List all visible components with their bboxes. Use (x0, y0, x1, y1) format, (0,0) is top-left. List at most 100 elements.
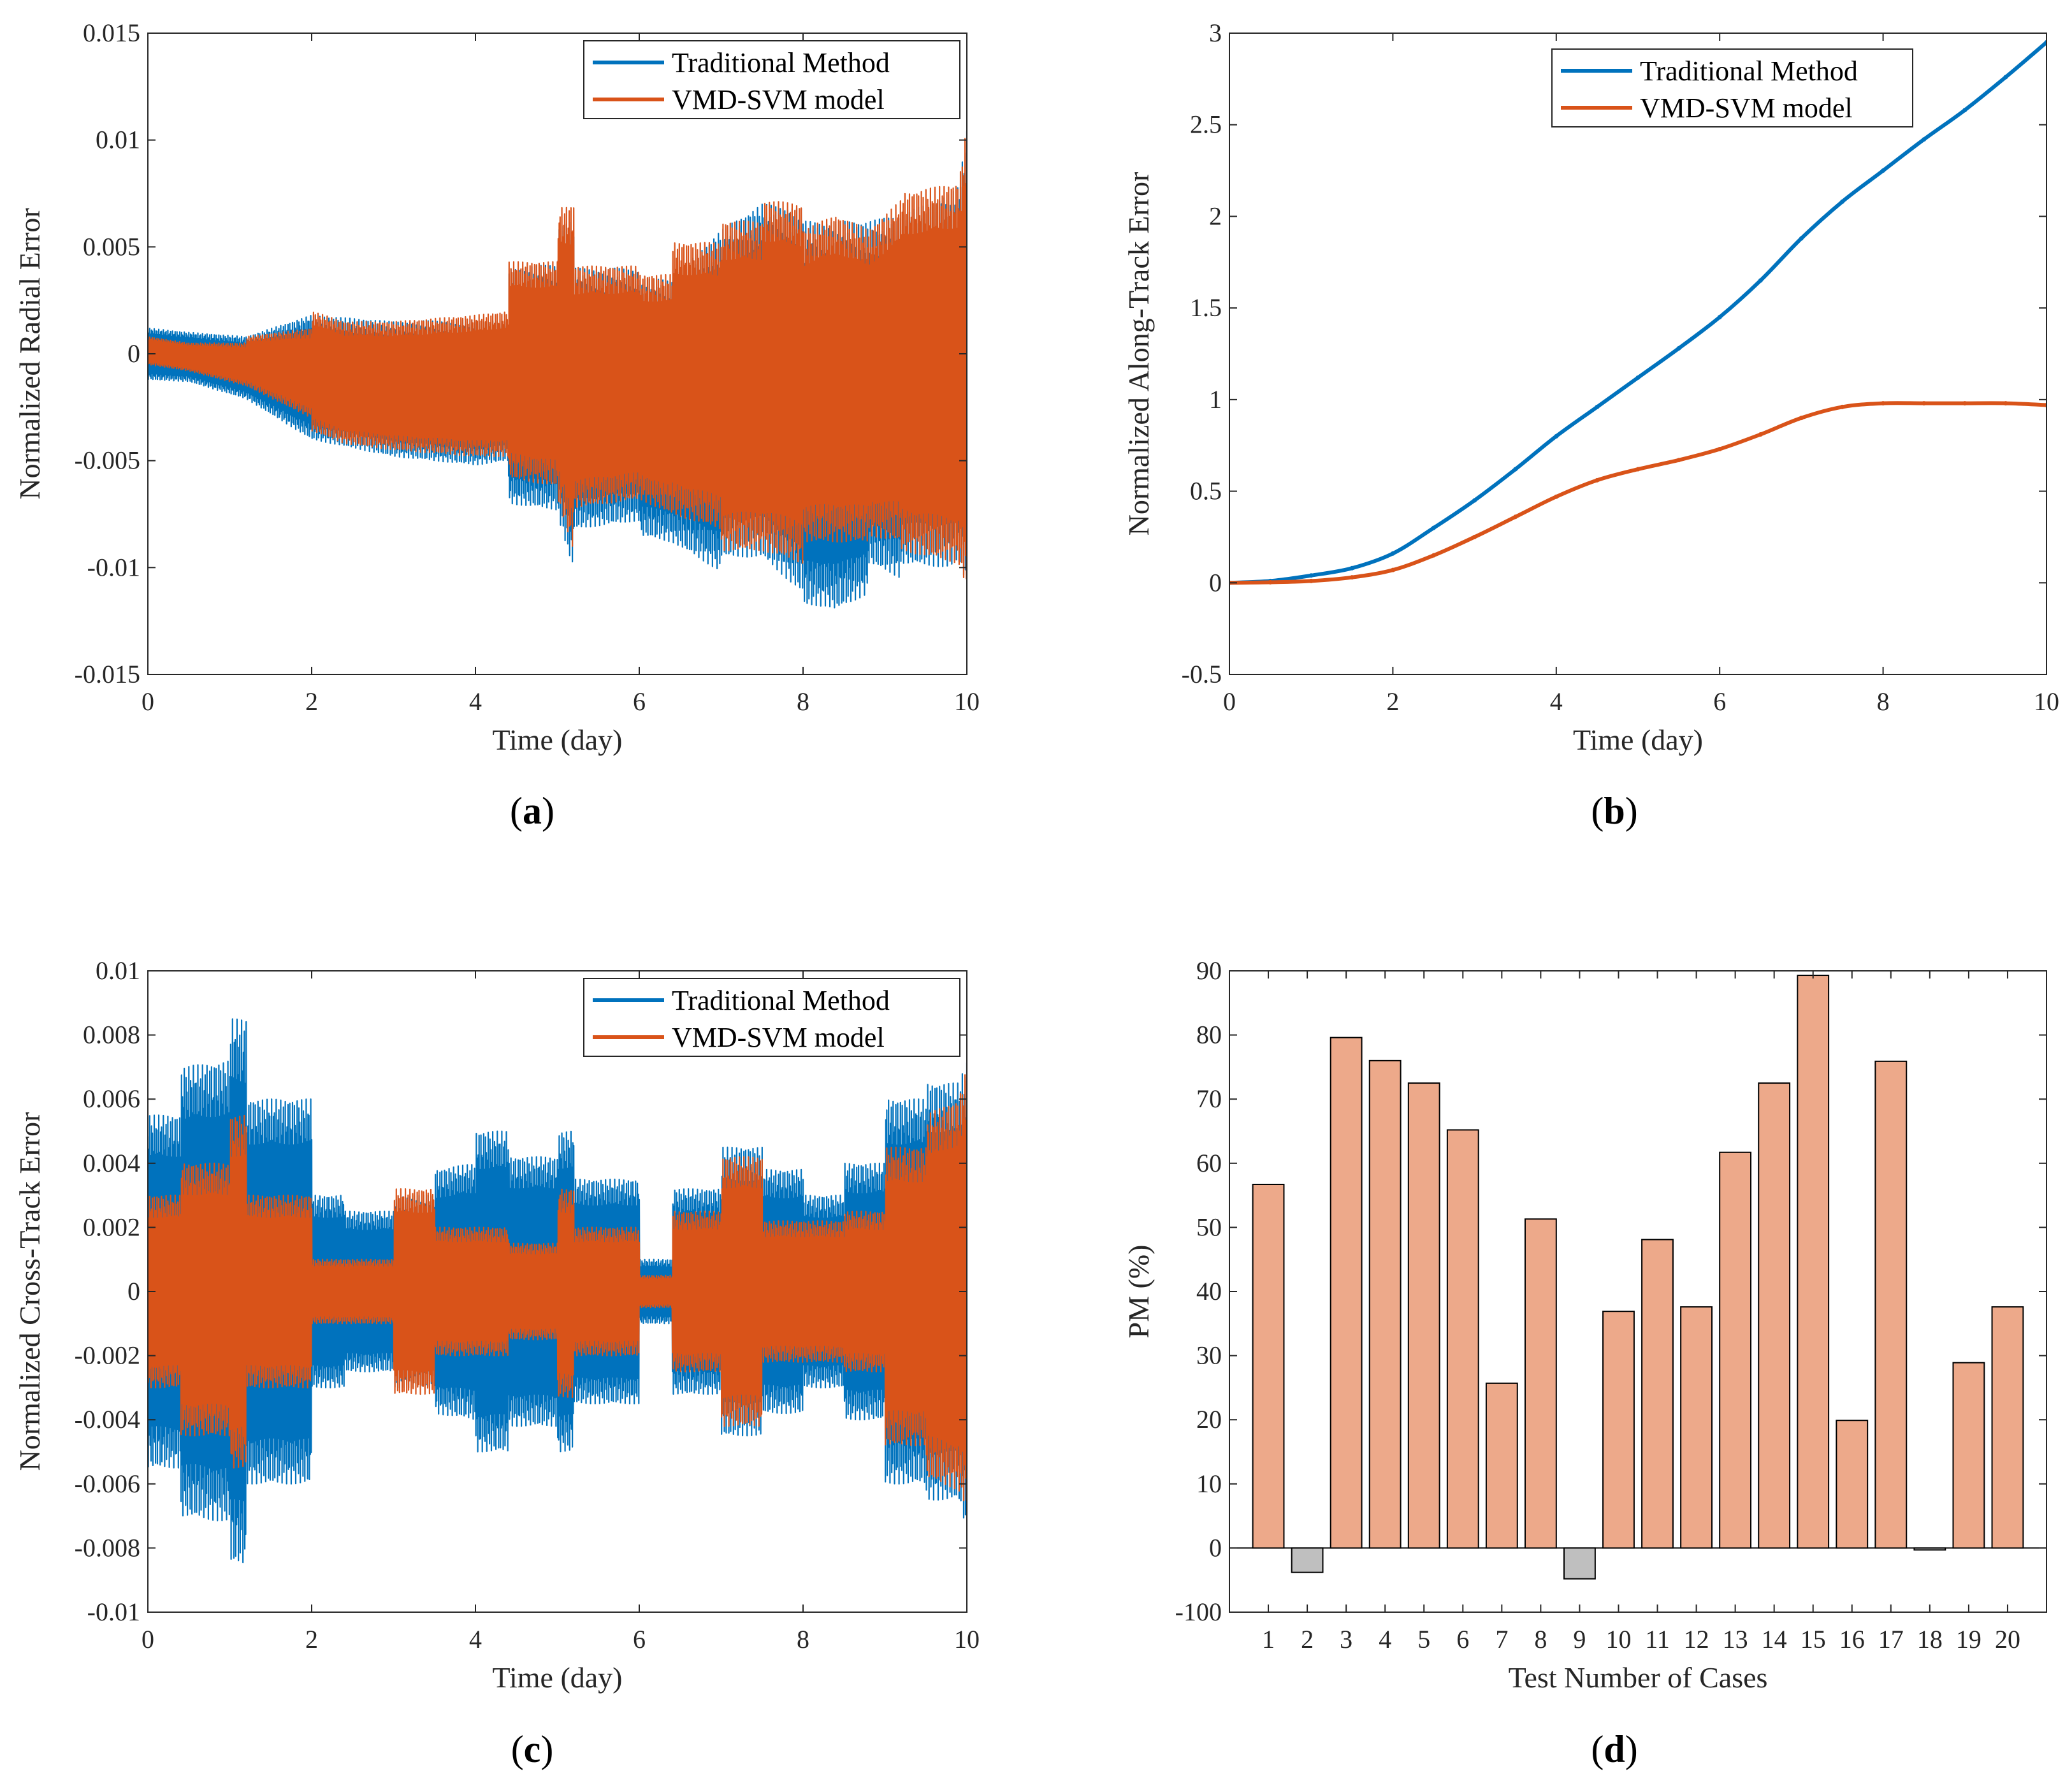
bar-case-14 (1758, 1082, 1791, 1549)
series-vmd-svm-model-point (1349, 575, 1354, 580)
x-tick-label: 1 (1262, 1625, 1275, 1654)
legend-label: Traditional Method (672, 47, 890, 78)
panel-a: -0.015 -0.01 -0.005 0 0.005 0.01 0.015 0 2 4 6 8 10 T… (13, 18, 980, 832)
y-axis-label: Normalized Along-Track Error (1122, 172, 1155, 536)
y-tick-label: 20 (1196, 1405, 1222, 1434)
series-vmd-svm-model-point (1472, 534, 1477, 539)
bar-case-3 (1329, 1037, 1363, 1549)
series-vmd-svm-model-point (1595, 477, 1600, 483)
x-tick-label: 10 (954, 687, 980, 716)
bar-case-12 (1680, 1306, 1713, 1549)
bar-case-16 (1836, 1420, 1869, 1549)
x-tick-label: 17 (1878, 1625, 1904, 1654)
y-tick-label: 0 (1209, 1533, 1222, 1562)
series-vmd-svm-model-point (1717, 446, 1722, 451)
series-vmd-svm-model (1229, 401, 2047, 585)
y-tick-label: 80 (1196, 1021, 1222, 1049)
panel-label: (b) (1591, 790, 1637, 832)
bar-case-2 (1291, 1547, 1324, 1573)
y-tick-label: 0.005 (83, 232, 140, 261)
y-tick-label: 1 (1209, 385, 1222, 414)
y-tick-label: -0.015 (75, 660, 140, 688)
legend-label: VMD-SVM model (672, 84, 885, 115)
y-tick-label: 0 (127, 1277, 140, 1306)
y-tick-label: -0.008 (75, 1533, 140, 1562)
bar-case-10 (1602, 1311, 1635, 1549)
series-traditional-method-point (1881, 168, 1886, 173)
y-tick-label: 40 (1196, 1277, 1222, 1306)
x-tick-label: 11 (1645, 1625, 1670, 1654)
series-vmd-svm-model-point (1513, 514, 1518, 520)
y-tick-label: -0.002 (75, 1341, 140, 1370)
x-tick-label: 10 (954, 1625, 980, 1654)
bar-case-1 (1252, 1183, 1285, 1549)
series-vmd-svm-model (148, 1074, 967, 1502)
bar-case-11 (1641, 1239, 1674, 1549)
series-traditional-method-point (1390, 551, 1395, 556)
panel-c: -0.01 -0.008 -0.006 -0.004 -0.002 0 0.002 0.004… (13, 956, 980, 1770)
x-tick-label: 4 (469, 1625, 482, 1654)
bar-case-8 (1524, 1218, 1557, 1549)
series-vmd-svm-model-point (1962, 401, 1967, 406)
y-tick-label: 0.5 (1190, 477, 1222, 506)
series-traditional-method-point (1676, 346, 1681, 351)
x-tick-label: 8 (1534, 1625, 1547, 1654)
x-tick-label: 9 (1573, 1625, 1586, 1654)
y-tick-label: -0.005 (75, 446, 140, 475)
x-tick-label: 14 (1762, 1625, 1787, 1654)
x-tick-label: 6 (633, 1625, 646, 1654)
x-tick-label: 0 (1223, 687, 1236, 716)
x-tick-label: 6 (633, 687, 646, 716)
x-axis-label: Time (day) (1573, 724, 1703, 756)
series-vmd-svm-model-point (1308, 578, 1314, 583)
x-tick-label: 12 (1684, 1625, 1709, 1654)
series-vmd-svm-model-point (1799, 416, 1804, 421)
x-tick-label: 2 (305, 687, 318, 716)
y-tick-label: 0.002 (83, 1212, 140, 1241)
x-axis-label: Test Number of Cases (1509, 1661, 1768, 1694)
y-tick-label: -100 (1175, 1597, 1222, 1626)
legend-label: Traditional Method (1640, 55, 1858, 87)
series-traditional-method-point (1513, 467, 1518, 472)
series-vmd-svm-model-point (1840, 404, 1844, 409)
legend: Traditional Method VMD-SVM model (1551, 48, 1913, 127)
y-tick-label: 0.01 (96, 126, 140, 154)
bar-case-17 (1874, 1060, 1908, 1549)
x-tick-label: 3 (1340, 1625, 1352, 1654)
bar-case-13 (1719, 1151, 1752, 1549)
x-tick-label: 6 (1713, 687, 1726, 716)
y-tick-label: 50 (1196, 1212, 1222, 1241)
series-traditional-method-point (2003, 75, 2008, 80)
series-vmd-svm-model-point (1758, 432, 1763, 437)
series-traditional-method-point (1717, 315, 1722, 320)
y-tick-label: 0 (127, 339, 140, 368)
series-vmd-svm-model-point (1922, 401, 1927, 406)
series-traditional-method-point (1472, 498, 1477, 503)
x-tick-label: 16 (1839, 1625, 1865, 1654)
plot-area (148, 1018, 967, 1564)
y-tick-label: 60 (1196, 1149, 1222, 1177)
x-tick-label: 0 (141, 687, 154, 716)
panel-label: (d) (1591, 1728, 1637, 1770)
legend-label: VMD-SVM model (1640, 92, 1853, 124)
y-tick-label: 2.5 (1190, 110, 1222, 139)
x-tick-label: 2 (1386, 687, 1399, 716)
bar-case-15 (1797, 975, 1830, 1549)
bar-case-18 (1913, 1547, 1946, 1551)
plot-area (1229, 40, 2047, 585)
x-tick-label: 6 (1456, 1625, 1469, 1654)
x-tick-label: 2 (1301, 1625, 1314, 1654)
series-vmd-svm-model-point (1881, 401, 1886, 406)
x-tick-label: 8 (797, 687, 809, 716)
series-vmd-svm-model-point (1635, 467, 1641, 472)
y-tick-label: -0.004 (75, 1405, 140, 1434)
x-tick-label: 7 (1495, 1625, 1508, 1654)
series-traditional-method-point (1308, 573, 1314, 578)
bar-case-6 (1446, 1129, 1479, 1549)
y-tick-label: 0.015 (83, 18, 140, 47)
legend-box (1551, 48, 1913, 127)
series-vmd-svm-model-point (1268, 579, 1273, 585)
y-axis-label: Normalized Radial Error (13, 208, 46, 499)
y-tick-label: -0.01 (87, 1597, 140, 1626)
